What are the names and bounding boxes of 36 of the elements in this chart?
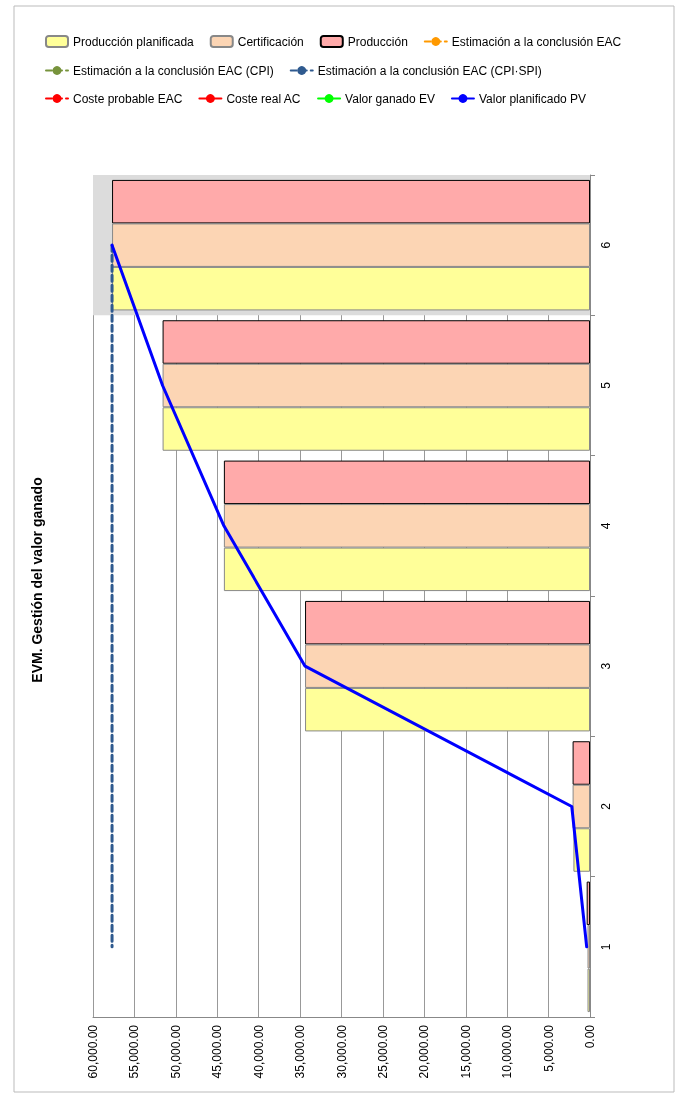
bar (162, 320, 590, 364)
x-tick-label: 5,000.00 (541, 1024, 556, 1072)
bar (572, 741, 590, 785)
legend-label: Valor planificado PV (478, 91, 587, 106)
x-tick-label: 35,000.00 (293, 1024, 308, 1079)
legend-label: Coste real AC (226, 91, 301, 106)
x-tick-label: 25,000.00 (375, 1024, 390, 1079)
x-tick-label: 10,000.00 (500, 1024, 515, 1079)
legend-label: Estimación a la conclusión EAC (CPI) (73, 63, 274, 78)
x-tick-label: 0.00 (583, 1024, 597, 1049)
text: EVM. Gestión del valor ganado (29, 477, 45, 683)
x-tick-label: 60,000.00 (86, 1024, 100, 1079)
legend-label: Estimación a la conclusión EAC (CPI·SPI) (317, 63, 542, 78)
legend-label: Producción planificada (73, 34, 195, 49)
bar (223, 460, 590, 505)
legend-label: Producción (347, 34, 408, 49)
legend-label: Valor ganado EV (345, 91, 435, 106)
legend-label: Estimación a la conclusión EAC (451, 34, 622, 49)
y-tick-label: 6 (599, 241, 613, 249)
x-tick-label: 15,000.00 (458, 1024, 473, 1079)
x-tick-label: 50,000.00 (168, 1024, 183, 1079)
y-tick-label: 5 (599, 381, 613, 389)
y-tick-label: 2 (599, 802, 613, 810)
bar (112, 179, 590, 224)
y-tick-label: 4 (599, 522, 613, 530)
x-tick-label: 55,000.00 (127, 1024, 142, 1079)
legend-label: Certificación (237, 34, 304, 49)
y-tick-label: 1 (599, 943, 613, 951)
x-tick-label: 30,000.00 (334, 1024, 349, 1079)
bar (586, 881, 590, 926)
x-tick-label: 20,000.00 (417, 1024, 432, 1079)
x-tick-label: 40,000.00 (251, 1024, 266, 1079)
legend-label: Coste probable EAC (73, 91, 183, 106)
y-tick-label: 3 (599, 662, 613, 670)
x-tick-label: 45,000.00 (210, 1024, 225, 1079)
bar (305, 600, 590, 645)
